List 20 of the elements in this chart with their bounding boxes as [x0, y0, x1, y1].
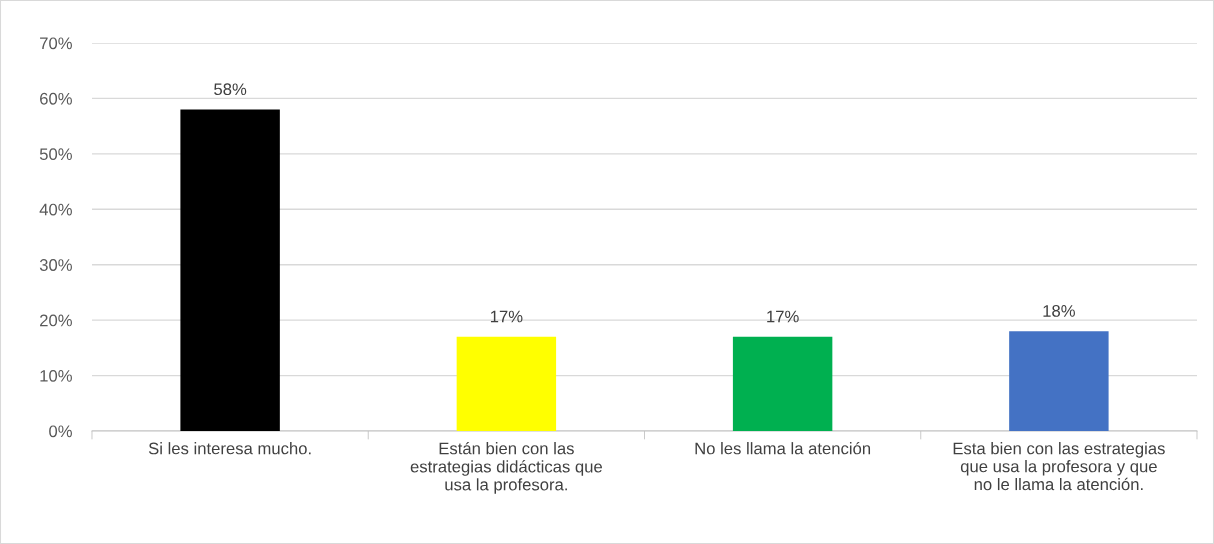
x-tick-label: Están bien con las estrategias didácticas que usa la profesora.	[410, 441, 602, 494]
x-tick-label: Si les interesa mucho.	[148, 442, 311, 455]
y-tick-label: 20%	[40, 314, 72, 327]
y-tick-label: 0%	[49, 425, 72, 438]
x-tick-label: No les llama la atención	[695, 441, 871, 455]
y-tick-label: 70%	[40, 37, 72, 50]
y-tick-label: 30%	[39, 259, 72, 271]
y-tick-label: 50%	[39, 148, 72, 161]
data-label: 17%	[767, 310, 799, 323]
y-tick-label: 40%	[39, 203, 72, 216]
data-label: 58%	[214, 83, 247, 96]
bar	[456, 336, 557, 431]
data-label: 18%	[1043, 305, 1075, 317]
y-tick-label: 10%	[40, 369, 72, 382]
bar	[180, 109, 280, 431]
bar	[732, 336, 833, 431]
bar	[1009, 331, 1109, 431]
y-tick-label: 60%	[40, 92, 72, 105]
x-tick-label: Esta bien con las estrategias que usa la profesora y que no le llama la atención.	[953, 442, 1165, 491]
data-label: 17%	[490, 310, 523, 323]
